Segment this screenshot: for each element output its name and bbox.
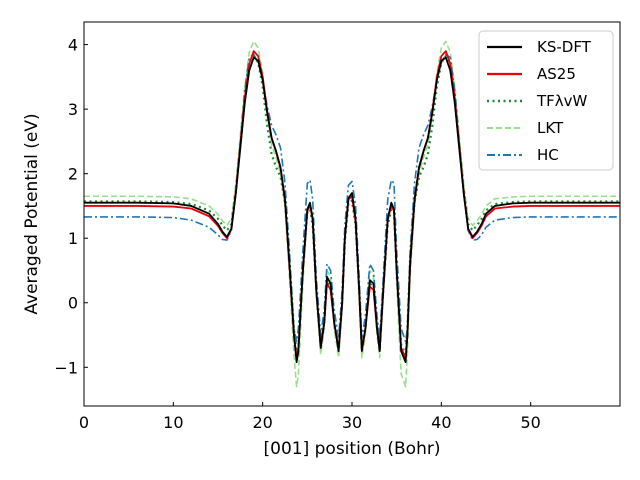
series-line-4 xyxy=(84,53,620,343)
legend-label: AS25 xyxy=(537,65,576,83)
legend: KS-DFT AS25 TFλvW LKT HC xyxy=(478,30,614,171)
x-tick-label: 30 xyxy=(342,413,362,432)
series-line-0 xyxy=(84,56,620,364)
series-layer xyxy=(84,40,620,388)
y-tick-label: 0 xyxy=(68,294,78,313)
x-tick-label: 0 xyxy=(79,413,89,432)
ticks-layer: 0 10 20 30 40 50 −1 0 1 2 3 4 xyxy=(54,36,540,432)
y-tick-label: 4 xyxy=(68,36,78,55)
x-tick-label: 50 xyxy=(520,413,540,432)
legend-box xyxy=(478,30,614,171)
y-tick-label: 1 xyxy=(68,229,78,248)
legend-label: LKT xyxy=(537,119,564,137)
y-axis-label: Averaged Potential (eV) xyxy=(22,113,42,314)
y-tick-label: −1 xyxy=(54,358,78,377)
x-tick-label: 10 xyxy=(163,413,183,432)
x-tick-label: 40 xyxy=(431,413,451,432)
x-tick-label: 20 xyxy=(252,413,272,432)
legend-label: HC xyxy=(537,146,559,164)
y-tick-label: 3 xyxy=(68,100,78,119)
legend-label: KS-DFT xyxy=(537,38,592,56)
y-tick-label: 2 xyxy=(68,165,78,184)
x-axis-label: [001] position (Bohr) xyxy=(264,439,441,459)
legend-label: TFλvW xyxy=(536,92,588,110)
